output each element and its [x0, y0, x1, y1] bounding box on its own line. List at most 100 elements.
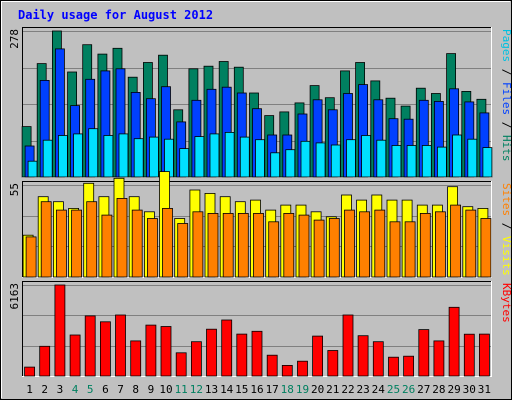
x-tick-label-day-29: 29 [447, 383, 460, 396]
bar-pages-day-8 [133, 138, 144, 178]
x-tick-label-day-25: 25 [387, 383, 400, 396]
bar-kbytes-day-26 [403, 355, 415, 377]
bar-pages-day-24 [376, 139, 387, 178]
panel-top-ymax-label: 278 [8, 29, 21, 49]
bar-sites-day-15 [237, 212, 249, 278]
bar-sites-day-29 [450, 204, 462, 278]
x-tick-label-day-1: 1 [26, 383, 33, 396]
bar-sites-day-2 [40, 201, 52, 278]
x-tick-label-day-4: 4 [72, 383, 79, 396]
panel-bottom-series-label: KBytes [500, 283, 512, 323]
chart-title: Daily usage for August 2012 [18, 8, 213, 22]
bar-pages-day-13 [209, 133, 220, 178]
bar-pages-day-1 [27, 160, 38, 178]
bar-pages-day-23 [361, 135, 372, 178]
x-tick-label-day-8: 8 [132, 383, 139, 396]
x-tick-label-day-6: 6 [102, 383, 109, 396]
bar-kbytes-day-25 [388, 356, 399, 377]
bar-kbytes-day-21 [327, 350, 339, 377]
bar-kbytes-day-16 [251, 330, 263, 377]
bar-pages-day-19 [300, 140, 311, 178]
bar-sites-day-21 [328, 218, 340, 278]
bar-kbytes-day-3 [54, 284, 66, 377]
bar-pages-day-20 [315, 142, 326, 178]
bar-sites-day-18 [283, 212, 295, 278]
bar-kbytes-day-20 [312, 335, 324, 377]
x-tick-label-day-10: 10 [159, 383, 172, 396]
bar-sites-day-30 [465, 209, 477, 278]
bar-pages-day-31 [482, 147, 493, 178]
bar-sites-day-28 [434, 211, 446, 278]
x-tick-label-day-2: 2 [41, 383, 48, 396]
bar-sites-day-12 [192, 211, 204, 278]
bar-pages-day-16 [255, 139, 265, 178]
panel-middle-series-label-part: Visits [500, 236, 512, 276]
bar-kbytes-day-5 [84, 315, 96, 377]
panel-top-series-label-part: / [500, 115, 512, 135]
x-tick-label-day-21: 21 [326, 383, 339, 396]
x-tick-label-day-27: 27 [417, 383, 430, 396]
bar-kbytes-day-13 [206, 328, 217, 377]
bar-pages-day-6 [103, 135, 114, 178]
bar-kbytes-day-29 [448, 306, 460, 377]
x-tick-label-day-30: 30 [463, 383, 476, 396]
bar-kbytes-day-28 [433, 340, 445, 377]
x-tick-label-day-19: 19 [296, 383, 309, 396]
bar-kbytes-day-1 [24, 366, 36, 377]
bar-pages-day-21 [330, 144, 341, 178]
bar-sites-day-4 [71, 209, 82, 278]
panel-top-series-label: Pages / Files / Hits [500, 29, 512, 162]
bar-kbytes-day-4 [69, 334, 81, 377]
bar-sites-day-14 [222, 212, 234, 278]
x-tick-label-day-12: 12 [190, 383, 203, 396]
bar-sites-day-20 [313, 219, 325, 278]
x-tick-label-day-28: 28 [432, 383, 445, 396]
bar-sites-day-25 [389, 221, 401, 278]
x-tick-label-day-24: 24 [372, 383, 386, 396]
x-tick-label-day-31: 31 [478, 383, 491, 396]
bar-sites-day-13 [207, 212, 219, 278]
bar-kbytes-day-6 [100, 321, 111, 377]
bar-kbytes-day-27 [418, 329, 430, 377]
chart-panels: 278 Pages / Files / Hits 55 Sites / Visits 6… [8, 27, 512, 377]
bar-sites-day-23 [359, 211, 371, 278]
panel-bottom: 6163 KBytes [8, 281, 512, 377]
bar-kbytes-day-24 [372, 341, 384, 377]
bar-pages-day-12 [194, 136, 205, 178]
x-tick-label-day-18: 18 [281, 383, 294, 396]
bar-sites-day-11 [177, 223, 189, 278]
bar-pages-day-4 [73, 133, 83, 178]
x-tick-label-day-17: 17 [266, 383, 279, 396]
bar-pages-day-22 [346, 139, 356, 178]
bar-pages-day-26 [406, 145, 417, 178]
x-tick-label-day-13: 13 [205, 383, 218, 396]
bar-sites-day-5 [86, 201, 98, 278]
bar-sites-day-31 [480, 218, 492, 278]
panel-top-series-label-part: / [500, 62, 512, 82]
bar-sites-day-9 [146, 218, 158, 278]
bar-sites-day-27 [419, 212, 431, 278]
x-tick-label-day-23: 23 [356, 383, 369, 396]
x-tick-label-day-11: 11 [175, 383, 188, 396]
bar-kbytes-day-11 [175, 352, 187, 377]
bar-pages-day-27 [421, 145, 432, 178]
bar-sites-day-17 [268, 221, 280, 278]
bar-kbytes-day-18 [281, 364, 293, 377]
bar-pages-day-3 [58, 135, 68, 178]
bar-pages-day-14 [224, 131, 235, 178]
bar-kbytes-day-8 [130, 340, 142, 377]
x-axis: 1 2 3 4 5 6 7 8 9 10 11 12 13 14 15 16 17 18 19 20 21 22 23 24 2… [26, 383, 491, 396]
panel-top-series-label-part: Hits [500, 135, 512, 162]
bar-pages-day-28 [436, 146, 447, 178]
bar-sites-day-26 [404, 221, 416, 278]
bar-kbytes-day-30 [463, 333, 475, 377]
bar-pages-day-17 [270, 152, 281, 178]
x-tick-label-day-5: 5 [87, 383, 94, 396]
bar-pages-day-5 [88, 128, 99, 178]
bar-pages-day-11 [179, 148, 190, 178]
bar-kbytes-day-22 [342, 314, 354, 377]
x-tick-label-day-14: 14 [220, 383, 234, 396]
panel-bottom-series-label-part: KBytes [500, 283, 512, 323]
bar-sites-day-8 [131, 209, 143, 278]
